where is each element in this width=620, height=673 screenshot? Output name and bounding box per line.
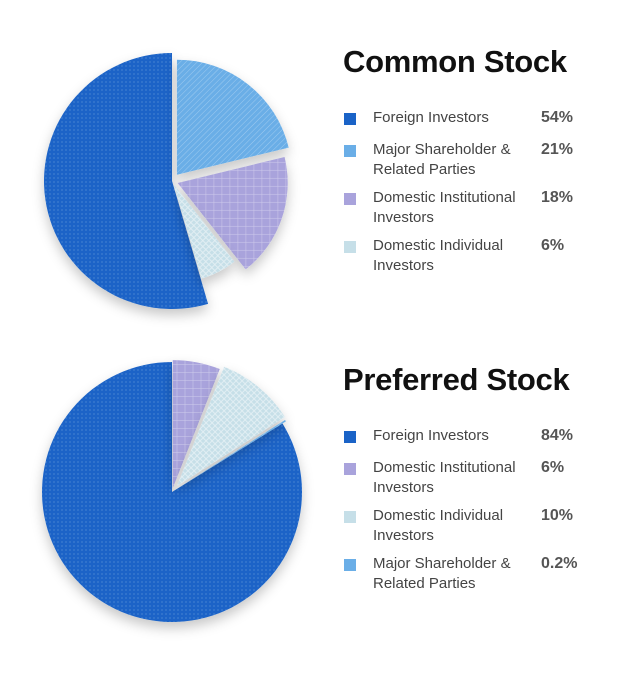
pie-slice [42, 362, 303, 623]
pie-slice [177, 157, 288, 270]
legend-label: Domestic Institutional Investors [373, 459, 516, 496]
legend-swatch [344, 559, 356, 571]
pie-slice-texture [177, 157, 288, 270]
legend-swatch [344, 193, 356, 205]
legend-value: 18% [541, 189, 574, 206]
legend-value: 84% [541, 427, 574, 444]
legend-swatch [344, 511, 356, 523]
legend-label: Domestic Individual Investors [373, 507, 504, 544]
legend-item: Foreign Investors 54% [343, 108, 603, 140]
chart-title-common-stock: Common Stock [343, 44, 567, 79]
legend-item: Domestic Institutional Investors 6% [343, 458, 603, 506]
pie-slice-texture [177, 366, 286, 486]
legend-label: Domestic Individual Investors [373, 237, 504, 274]
legend-value: 0.2% [541, 555, 578, 572]
pie-slice [172, 360, 220, 489]
pie-slice-texture [42, 362, 303, 623]
legend-preferred-stock: Foreign Investors 84% Domestic Instituti… [343, 426, 603, 602]
chart-title-preferred-stock: Preferred Stock [343, 362, 570, 397]
legend-swatch [344, 431, 356, 443]
legend-swatch [344, 113, 356, 125]
legend-value: 10% [541, 507, 574, 524]
legend-value: 6% [541, 459, 565, 476]
pie-slice-texture [173, 184, 235, 279]
legend-label: Major Shareholder & Related Parties [373, 141, 511, 178]
legend-item: Domestic Individual Investors 10% [343, 506, 603, 554]
pie-slice [44, 53, 209, 309]
legend-value: 6% [541, 237, 565, 254]
legend-item: Domestic Institutional Investors 18% [343, 188, 603, 236]
legend-item: Foreign Investors 84% [343, 426, 603, 458]
legend-label: Major Shareholder & Related Parties [373, 555, 511, 592]
legend-common-stock: Foreign Investors 54% Major Shareholder … [343, 108, 603, 284]
legend-value: 21% [541, 141, 574, 158]
pie-slice-texture [44, 53, 209, 309]
legend-item: Major Shareholder & Related Parties 0.2% [343, 554, 603, 602]
pie-slice [177, 420, 286, 489]
legend-label: Domestic Institutional Investors [373, 189, 516, 226]
pie-slice-texture [176, 59, 289, 175]
pie-slice [177, 366, 286, 486]
legend-item: Major Shareholder & Related Parties 21% [343, 140, 603, 188]
pie-slice-texture [177, 420, 286, 489]
pie-slice [176, 59, 289, 175]
legend-label: Foreign Investors [373, 109, 489, 126]
legend-value: 54% [541, 109, 574, 126]
legend-label: Foreign Investors [373, 427, 489, 444]
pie-slice-texture [172, 360, 220, 489]
legend-swatch [344, 463, 356, 475]
legend-swatch [344, 145, 356, 157]
pie-slice [173, 184, 235, 279]
common-stock-pie [44, 53, 289, 309]
legend-item: Domestic Individual Investors 6% [343, 236, 603, 284]
preferred-stock-pie [42, 360, 303, 623]
legend-swatch [344, 241, 356, 253]
